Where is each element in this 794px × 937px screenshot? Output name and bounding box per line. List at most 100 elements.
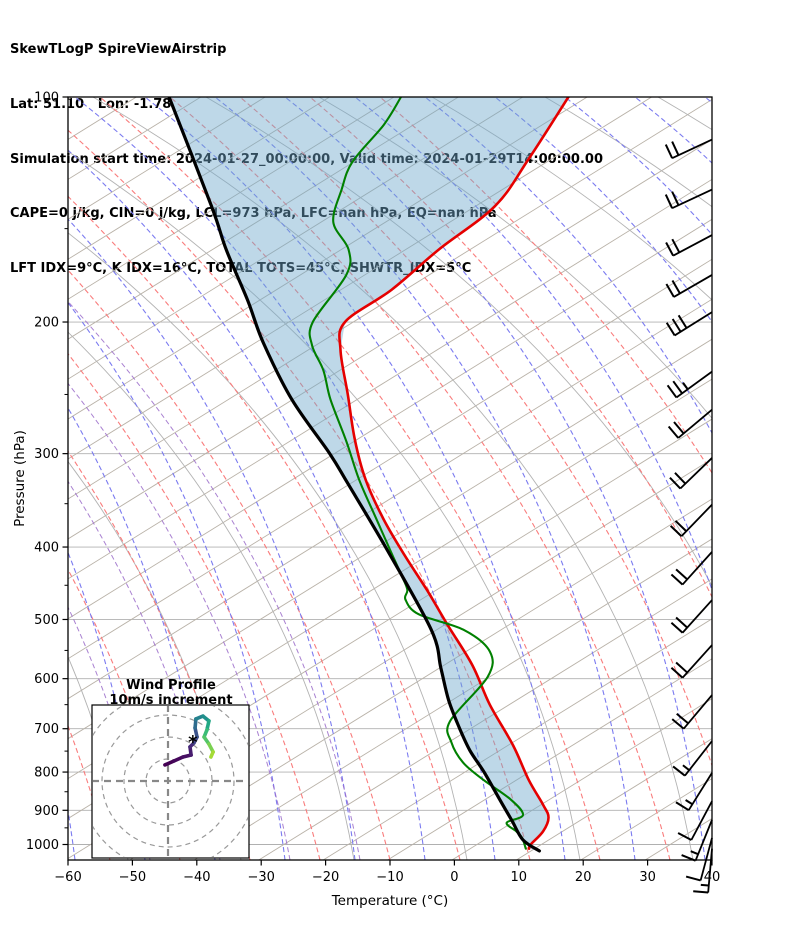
header-lat-lon: Lat: 51.10 Lon: -1.78 xyxy=(10,97,172,113)
blue-dashed-adiabat xyxy=(775,97,794,860)
y-tick-label: 300 xyxy=(34,447,59,462)
dry-adiabat-line xyxy=(318,97,712,420)
barb-staff xyxy=(679,457,713,490)
blue-dashed-adiabat xyxy=(68,149,426,860)
isotherm-line xyxy=(68,298,712,700)
barb-staff xyxy=(683,694,713,730)
barb-full-tick xyxy=(671,718,685,730)
dry-adiabat-line xyxy=(92,97,694,860)
isotherm-line xyxy=(580,778,712,860)
blue-dashed-adiabat xyxy=(68,301,286,860)
red-dashed-adiabat xyxy=(68,724,111,860)
blue-dashed-adiabat xyxy=(564,97,712,236)
x-tick-label: −20 xyxy=(312,870,339,885)
blue-dashed-adiabat xyxy=(634,97,712,164)
wind-barb xyxy=(670,551,713,586)
temperature-curve xyxy=(338,97,570,850)
barb-full-tick xyxy=(670,573,684,586)
x-tick-label: 40 xyxy=(704,870,721,885)
wind-barb xyxy=(665,311,713,337)
dry-adiabat-line xyxy=(68,232,468,860)
isotherm-line xyxy=(194,538,712,860)
dry-adiabat-line xyxy=(68,331,355,860)
hodograph-ring xyxy=(101,714,235,848)
blue-dashed-adiabat xyxy=(74,97,496,860)
isotherm-line xyxy=(68,98,712,500)
hodograph-title: 10m/s increment xyxy=(109,693,232,708)
barb-staff xyxy=(707,848,713,893)
wind-barb xyxy=(675,772,713,812)
dry-adiabat-line xyxy=(205,97,712,588)
blue-dashed-adiabat xyxy=(424,97,712,435)
wind-barb xyxy=(666,370,713,399)
y-tick-label: 800 xyxy=(34,766,59,781)
barb-half-tick xyxy=(690,850,699,856)
red-dashed-adiabat xyxy=(68,352,321,860)
isotherm-line xyxy=(322,618,712,860)
wind-barb xyxy=(669,503,713,537)
dry-adiabat-line xyxy=(431,97,712,301)
wind-barb xyxy=(670,644,713,679)
blue-dashed-adiabat xyxy=(284,97,706,860)
wind-barb xyxy=(671,694,713,730)
x-tick-label: 10 xyxy=(511,870,528,885)
hodograph-storm-marker: * xyxy=(188,732,198,753)
barb-half-tick xyxy=(700,883,709,887)
wind-barb xyxy=(693,848,713,894)
isotherm-line xyxy=(68,97,588,420)
isotherm-line xyxy=(68,97,330,260)
barb-full-tick xyxy=(693,890,709,894)
barb-full-tick xyxy=(666,384,678,399)
isotherm-line xyxy=(68,97,524,380)
y-tick-label: 400 xyxy=(34,541,59,556)
barb-full-tick xyxy=(677,314,688,329)
isotherm-line xyxy=(709,857,712,860)
x-tick-label: −40 xyxy=(183,870,210,885)
barb-full-tick xyxy=(675,616,688,629)
dry-adiabat-line xyxy=(544,97,712,208)
dry-adiabat-line xyxy=(657,97,712,131)
red-dashed-adiabat xyxy=(68,129,531,860)
x-tick-label: −60 xyxy=(54,870,81,885)
wind-barb xyxy=(677,800,713,841)
x-tick-label: 30 xyxy=(639,870,656,885)
barb-staff xyxy=(680,503,713,537)
x-axis-title: Temperature (°C) xyxy=(331,893,449,909)
isotherm-line xyxy=(68,97,395,300)
barb-full-tick xyxy=(671,279,681,294)
barb-staff xyxy=(673,274,713,298)
barb-full-tick xyxy=(674,472,687,485)
wind-barb xyxy=(665,274,713,298)
y-axis-title: Pressure (hPa) xyxy=(12,430,28,527)
barb-staff xyxy=(672,234,713,257)
isotherm-line xyxy=(258,578,712,860)
barb-staff xyxy=(694,819,713,862)
hodograph-title: Wind Profile xyxy=(126,678,216,693)
blue-dashed-adiabat xyxy=(68,218,356,860)
isotherm-line xyxy=(68,338,712,740)
isotherm-line xyxy=(68,97,652,460)
red-dashed-adiabat xyxy=(68,195,461,860)
barb-half-tick xyxy=(682,764,690,771)
red-dashed-adiabat xyxy=(99,97,601,860)
red-dashed-adiabat xyxy=(68,269,391,860)
y-tick-label: 1000 xyxy=(26,838,59,853)
dry-adiabat-line xyxy=(771,97,794,860)
y-tick-label: 700 xyxy=(34,722,59,737)
barb-full-tick xyxy=(669,477,682,490)
isotherm-line xyxy=(68,178,712,580)
y-tick-label: 600 xyxy=(34,672,59,687)
header-times: Simulation start time: 2024-01-27_00:00:… xyxy=(10,151,603,167)
hodograph-trace-segment xyxy=(209,750,215,759)
wind-barb xyxy=(664,188,713,209)
blue-dashed-adiabat xyxy=(214,97,636,860)
wind-barb xyxy=(672,740,713,777)
blue-dashed-adiabat xyxy=(354,97,712,592)
x-tick-label: −10 xyxy=(376,870,403,885)
barb-half-tick xyxy=(682,382,689,390)
blue-dashed-adiabat xyxy=(494,97,712,323)
barb-full-tick xyxy=(671,141,680,156)
y-tick-label: 500 xyxy=(34,613,59,628)
barb-staff xyxy=(675,370,713,399)
